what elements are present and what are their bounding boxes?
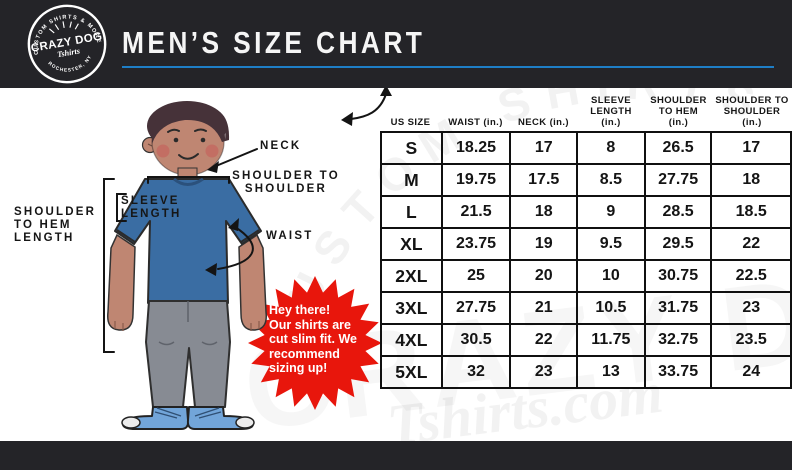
- neck-label: NECK: [260, 140, 302, 152]
- size-cell: S: [380, 131, 443, 165]
- measurement-cell: 27.75: [440, 291, 512, 325]
- measurement-cell: 26.5: [643, 131, 713, 165]
- measurement-cell: 19.75: [440, 163, 512, 197]
- measurement-cell: 17: [710, 131, 792, 165]
- size-cell: 2XL: [380, 259, 443, 293]
- size-cell: 5XL: [380, 355, 443, 389]
- column-header: WAIST (in.): [448, 117, 503, 128]
- size-table-row: 2XL 25 20 10 30.75 22.5: [380, 259, 792, 293]
- boy-illustration: [106, 101, 268, 430]
- size-table-row: 3XL 27.75 21 10.5 31.75 23: [380, 291, 792, 325]
- callout-line: recommend: [269, 346, 340, 361]
- size-table-row: M 19.75 17.5 8.5 27.75 18: [380, 163, 792, 197]
- measurement-cell: 22: [710, 227, 792, 261]
- measurement-cell: 25: [440, 259, 512, 293]
- size-table-row: XL 23.75 19 9.5 29.5 22: [380, 227, 792, 261]
- measurement-cell: 24: [710, 355, 792, 389]
- measurement-cell: 10: [576, 259, 646, 293]
- measurement-cell: 18: [509, 195, 579, 229]
- measurement-cell: 28.5: [643, 195, 713, 229]
- measurement-cell: 13: [576, 355, 646, 389]
- measurement-cell: 22: [509, 323, 579, 357]
- measurement-cell: 32.75: [643, 323, 713, 357]
- title-underline: [122, 66, 774, 68]
- boy-pants: [145, 300, 231, 408]
- measurement-cell: 30.75: [643, 259, 713, 293]
- size-table-headers: US SIZE WAIST (in.) NECK (in.) SLEEVE LENGT…: [380, 90, 792, 131]
- size-table-row: L 21.5 18 9 28.5 18.5: [380, 195, 792, 229]
- header-bar: CUSTOM SHIRTS & MORE CRAZY DOG Tshirts R…: [0, 0, 792, 88]
- column-header: SHOULDER TO HEM (in.): [650, 95, 707, 128]
- measurement-cell: 23: [509, 355, 579, 389]
- column-header: US SIZE: [390, 117, 431, 128]
- shoulder-to-hem-label: SHOULDER TO HEM LENGTH: [14, 206, 97, 244]
- callout-text: Hey there! Our shirts are cut slim fit. …: [269, 303, 371, 376]
- size-cell: M: [380, 163, 443, 197]
- measurement-cell: 21.5: [440, 195, 512, 229]
- logo-rays-icon: [48, 21, 79, 34]
- sleeve-length-label: SLEEVE LENGTH: [121, 195, 182, 220]
- logo-script-text: Tshirts: [56, 46, 80, 59]
- page-title: MEN’S SIZE CHART: [122, 25, 426, 60]
- size-table: S 18.25 17 8 26.5 17 M 19.75 17.5 8.5 27.75 18 L 21.5…: [380, 131, 792, 389]
- measurement-cell: 19: [509, 227, 579, 261]
- measurement-cell: 18: [710, 163, 792, 197]
- column-header: NECK (in.): [518, 117, 569, 128]
- measurement-cell: 11.75: [576, 323, 646, 357]
- measurement-cell: 33.75: [643, 355, 713, 389]
- callout-line: Hey there!: [269, 303, 331, 317]
- measurement-cell: 20: [509, 259, 579, 293]
- size-cell: XL: [380, 227, 443, 261]
- measurement-cell: 9: [576, 195, 646, 229]
- measurement-cell: 23.75: [440, 227, 512, 261]
- boy-head: [141, 101, 230, 182]
- measurement-cell: 9.5: [576, 227, 646, 261]
- waist-label: WAIST: [266, 230, 314, 242]
- measurement-cell: 8: [576, 131, 646, 165]
- crazy-dog-logo: CUSTOM SHIRTS & MORE CRAZY DOG Tshirts R…: [27, 4, 107, 84]
- callout-line: cut slim fit. We: [269, 332, 357, 346]
- size-cell: L: [380, 195, 443, 229]
- measurement-cell: 10.5: [576, 291, 646, 325]
- measurement-cell: 17.5: [509, 163, 579, 197]
- boy-shoes: [121, 406, 255, 430]
- footer-bar: [0, 441, 792, 470]
- measurement-cell: 32: [440, 355, 512, 389]
- callout-starburst: [248, 276, 382, 410]
- measurement-cell: 22.5: [710, 259, 792, 293]
- measurement-cell: 30.5: [440, 323, 512, 357]
- starburst-shape: [248, 276, 382, 410]
- size-cell: 3XL: [380, 291, 443, 325]
- measurement-cell: 18.25: [440, 131, 512, 165]
- size-table-row: 4XL 30.5 22 11.75 32.75 23.5: [380, 323, 792, 357]
- measurement-cell: 27.75: [643, 163, 713, 197]
- measurement-cell: 29.5: [643, 227, 713, 261]
- callout-line: Our shirts are: [269, 317, 351, 332]
- callout-line: sizing up!: [269, 361, 328, 375]
- measurement-cell: 8.5: [576, 163, 646, 197]
- measurement-cell: 23.5: [710, 323, 792, 357]
- size-cell: 4XL: [380, 323, 443, 357]
- measurement-cell: 17: [509, 131, 579, 165]
- size-table-row: 5XL 32 23 13 33.75 24: [380, 355, 792, 389]
- shoulder-to-shoulder-label: SHOULDER TO SHOULDER: [232, 170, 340, 195]
- column-header: SLEEVE LENGTH (in.): [590, 95, 632, 128]
- size-table-row: S 18.25 17 8 26.5 17: [380, 131, 792, 165]
- measurement-cell: 18.5: [710, 195, 792, 229]
- measurement-cell: 23: [710, 291, 792, 325]
- measurement-cell: 31.75: [643, 291, 713, 325]
- measurement-cell: 21: [509, 291, 579, 325]
- column-header: SHOULDER TO SHOULDER (in.): [715, 95, 789, 128]
